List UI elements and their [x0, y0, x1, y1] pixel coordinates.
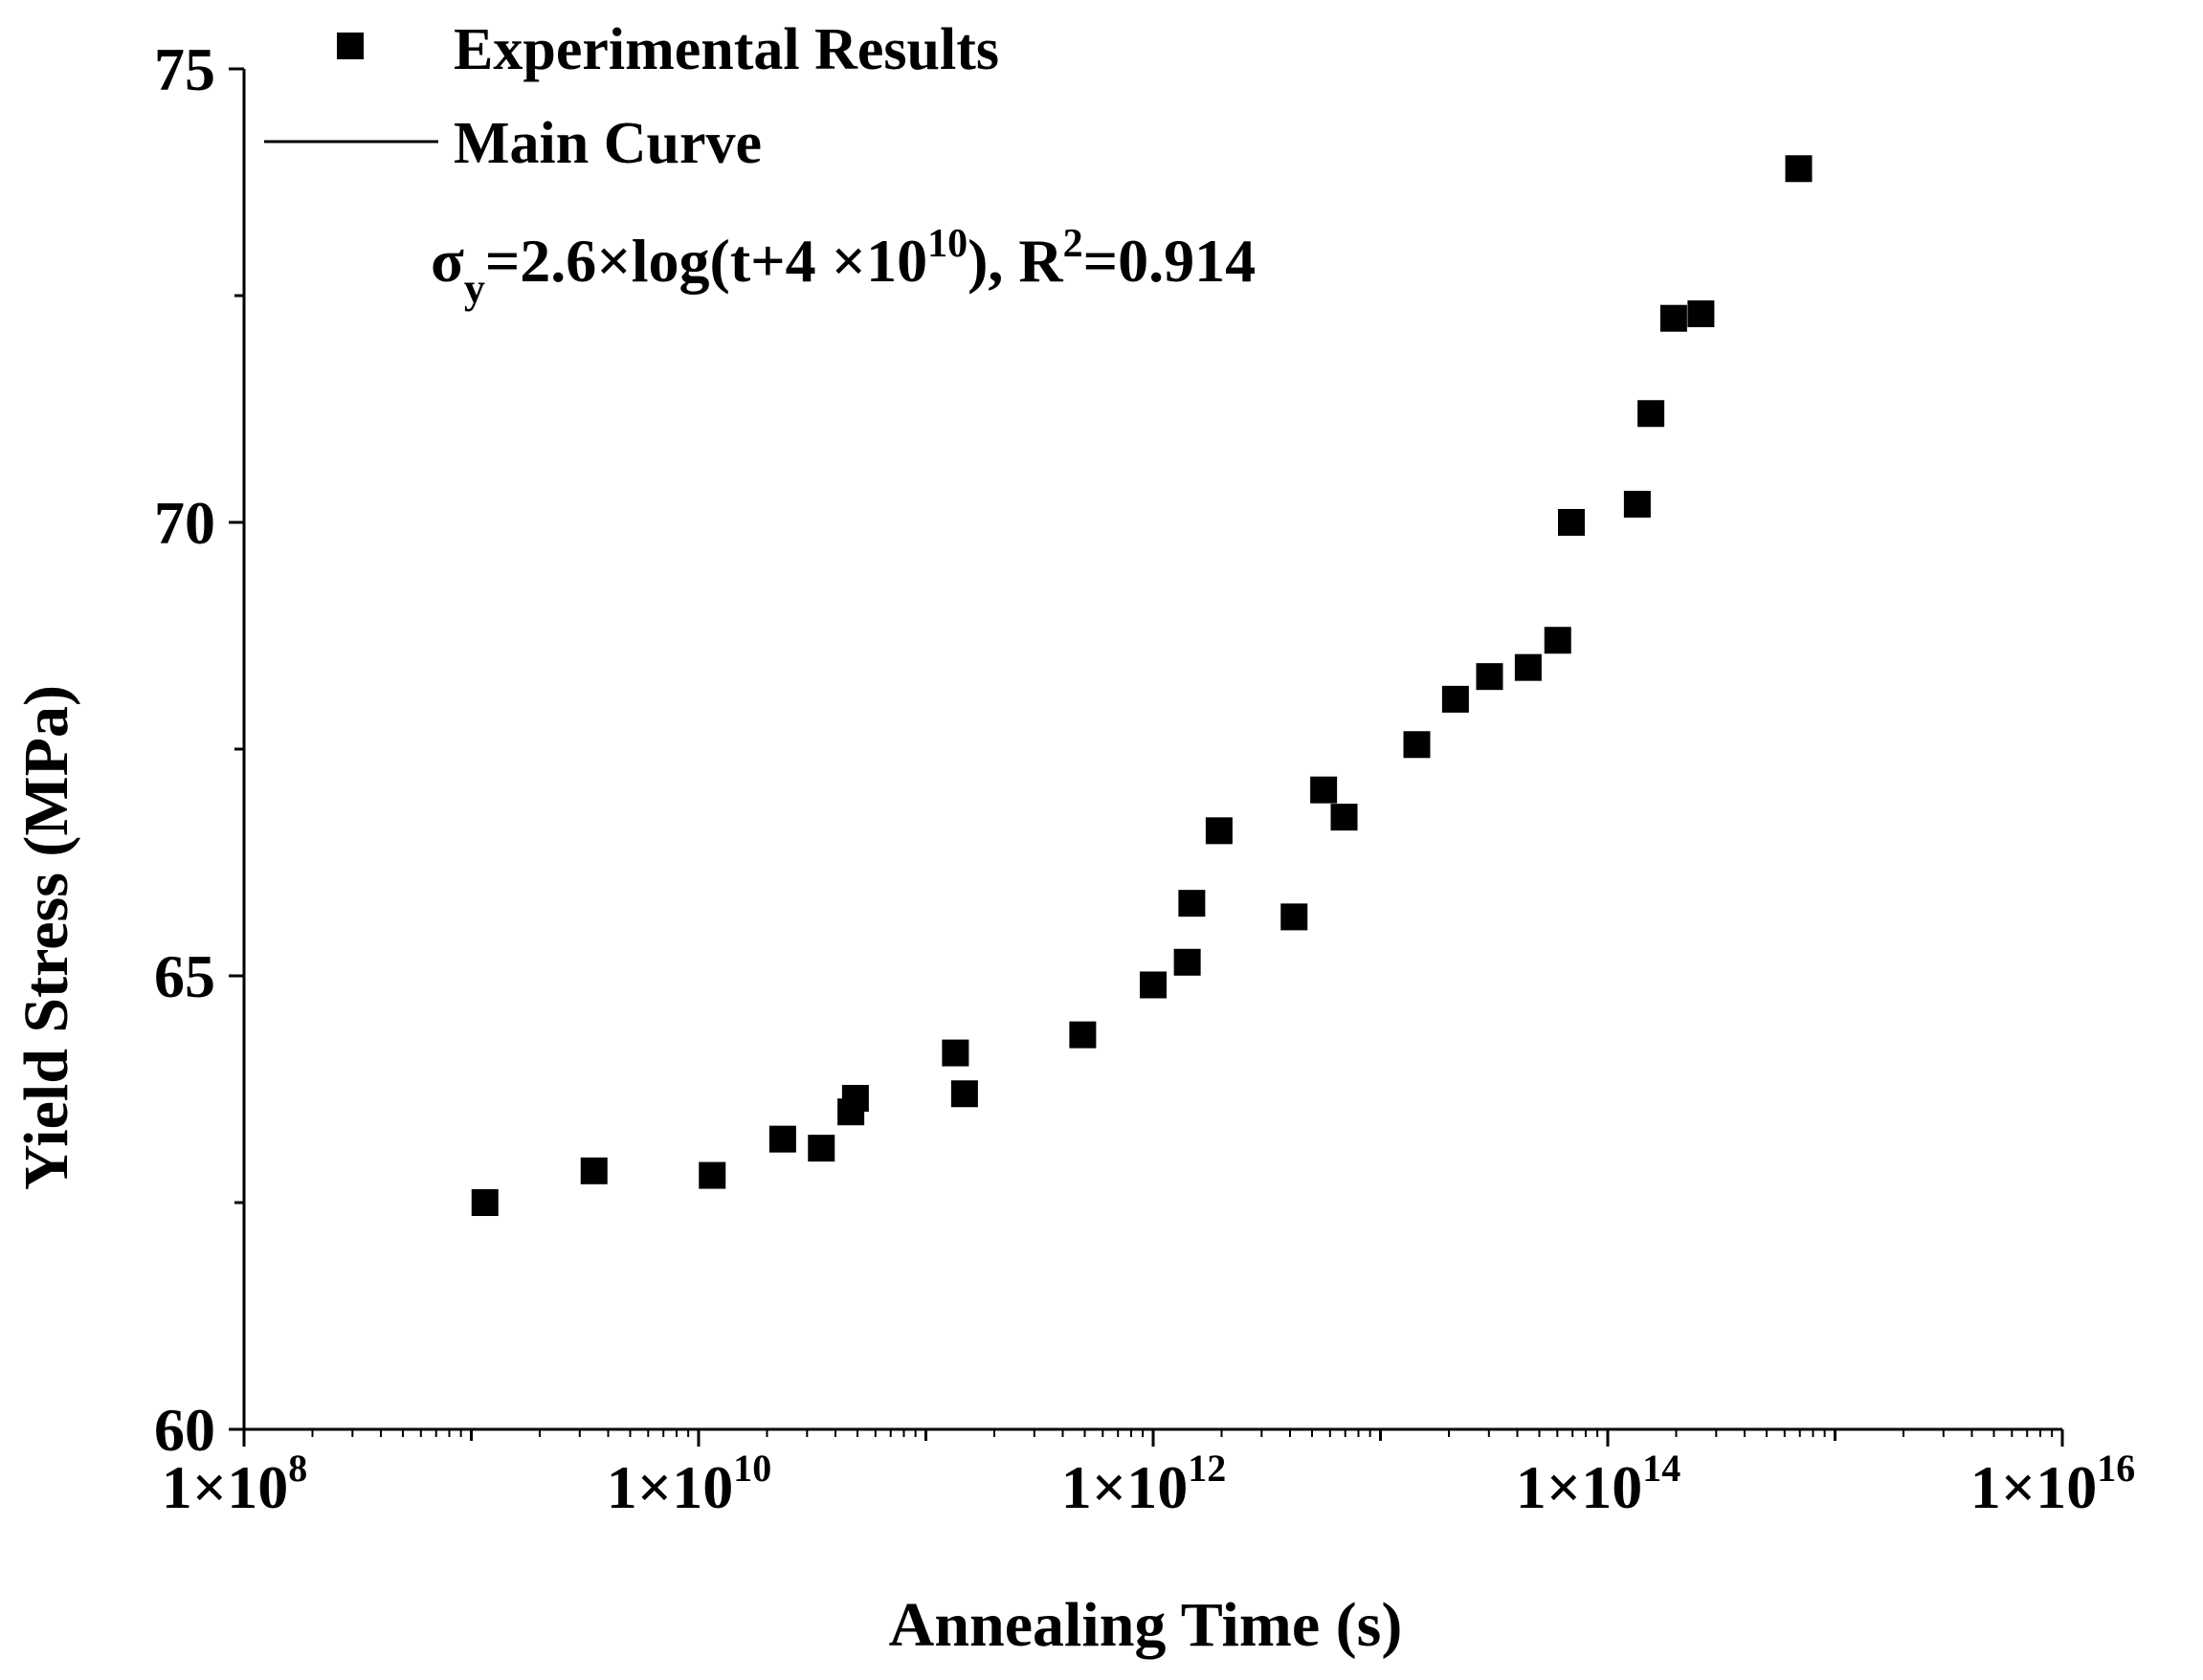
data-point: [1173, 948, 1201, 976]
data-point: [950, 1080, 978, 1108]
x-tick-label: 1×1012: [1061, 1447, 1226, 1521]
y-axis-title: Yield Stress (MPa): [11, 685, 81, 1190]
eq-sub: y: [464, 265, 485, 312]
data-point: [1441, 685, 1469, 713]
eq-exp: 10: [927, 222, 968, 266]
data-point: [699, 1161, 726, 1189]
eq-tail: =0.914: [1083, 227, 1256, 295]
data-point: [1280, 903, 1308, 931]
legend-marker-square: [337, 33, 364, 59]
x-tick-label: 1×1016: [1970, 1447, 2135, 1521]
eq-mid: =2.6×log(t+4 ×10: [485, 227, 927, 295]
y-tick-label: 75: [154, 35, 215, 103]
y-tick-label: 70: [154, 489, 215, 557]
data-point: [1310, 776, 1338, 804]
data-point: [1785, 155, 1813, 183]
data-point: [1659, 304, 1687, 332]
x-tick-label: 1×1010: [607, 1447, 771, 1521]
x-axis-title: Annealing Time (s): [889, 1590, 1403, 1660]
data-point: [1637, 400, 1665, 428]
data-point: [1687, 299, 1715, 327]
data-point: [580, 1157, 608, 1184]
data-point: [471, 1189, 499, 1216]
data-point: [1544, 627, 1571, 654]
data-point: [1623, 491, 1651, 519]
data-point: [1205, 817, 1233, 845]
fit-equation: σy=2.6×log(t+4 ×1010), R2=0.914: [431, 222, 1256, 312]
legend: Experimental Results Main Curve: [264, 17, 999, 176]
x-tick-label: 1×108: [162, 1447, 307, 1521]
x-tick-label: 1×1014: [1516, 1447, 1680, 1521]
y-tick-label: 65: [154, 942, 215, 1010]
data-point: [1140, 971, 1167, 999]
data-point: [768, 1125, 796, 1153]
data-point: [1476, 663, 1503, 691]
tick-labels: 1×108 1×1010 1×1012 1×1014 1×1016 60 65 70 75: [154, 35, 2135, 1521]
data-point: [1069, 1021, 1097, 1049]
data-point: [1178, 890, 1206, 917]
axis-ticks: [229, 67, 2064, 1447]
data-point: [841, 1084, 869, 1112]
data-point: [1330, 804, 1358, 831]
data-point: [942, 1039, 969, 1067]
eq-r-exp: 2: [1063, 222, 1083, 266]
legend-label-main-curve: Main Curve: [454, 111, 762, 176]
data-point: [1514, 653, 1542, 681]
data-point: [1403, 731, 1431, 759]
legend-label-experimental: Experimental Results: [454, 17, 999, 82]
y-tick-label: 60: [154, 1396, 215, 1464]
data-point: [808, 1135, 835, 1162]
eq-sigma: σ: [431, 227, 464, 295]
eq-rest: ), R: [968, 227, 1063, 295]
experimental-points: [471, 155, 1813, 1216]
data-point: [1558, 509, 1585, 536]
